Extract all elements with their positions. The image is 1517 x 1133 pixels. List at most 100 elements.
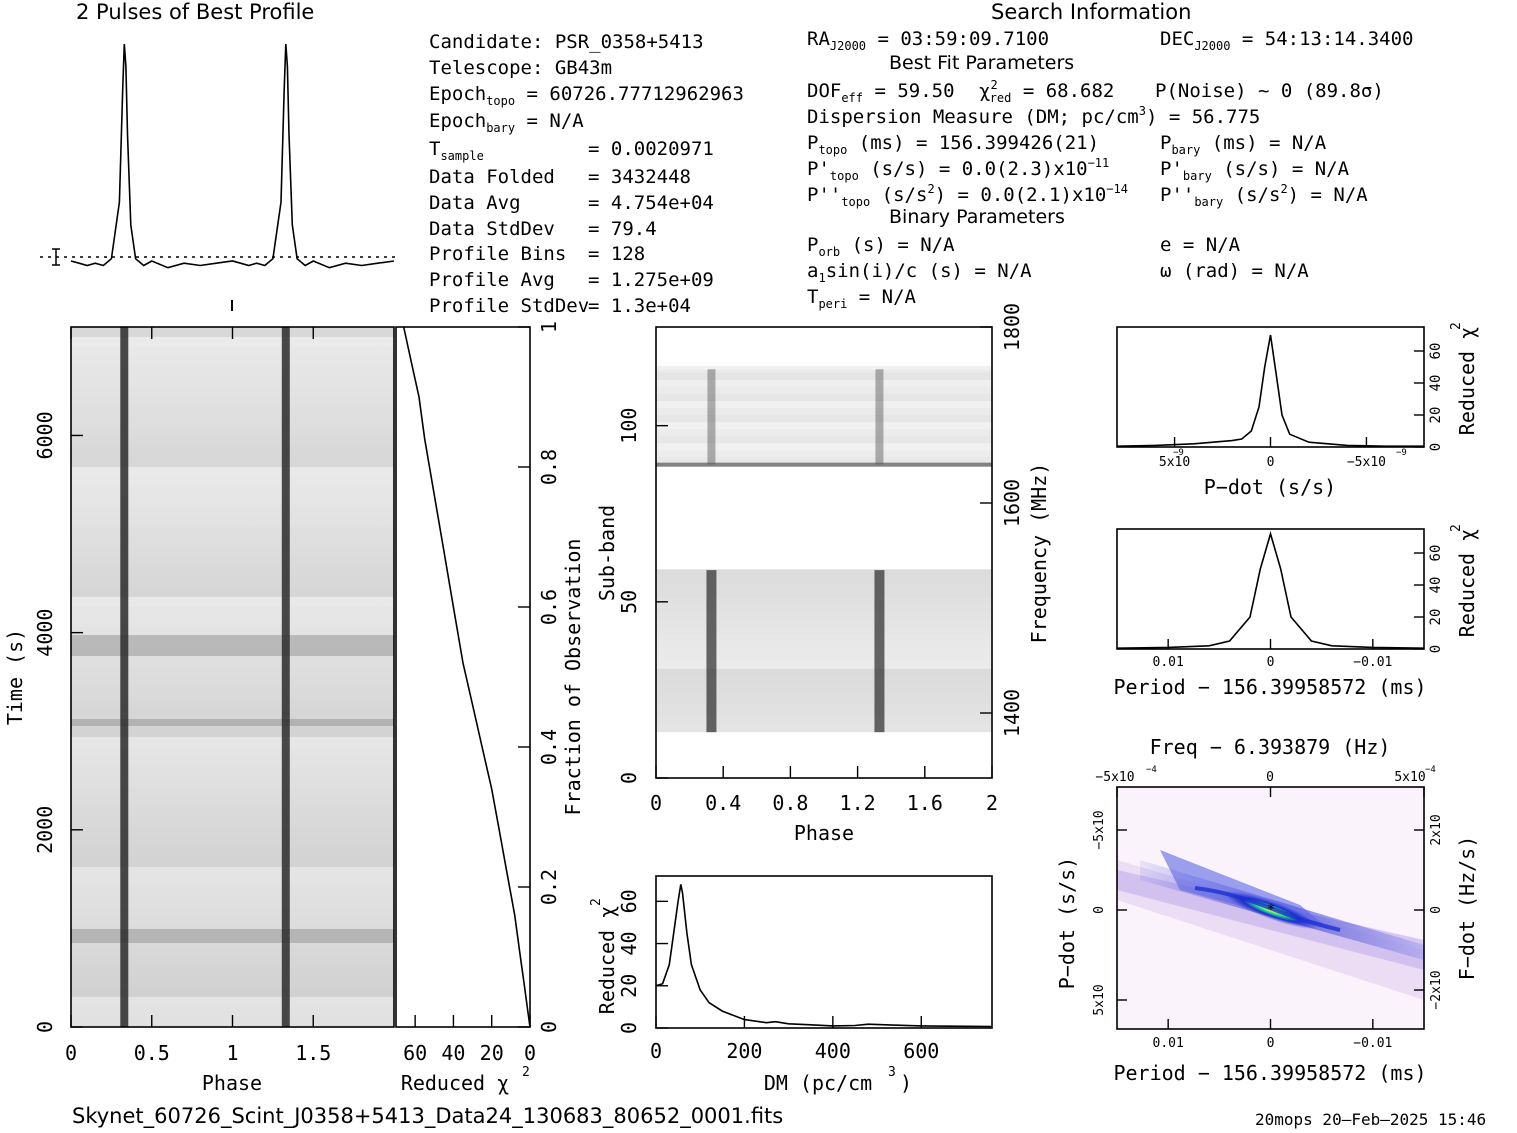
pdot-period-top-tick-1: 0 [1266,770,1274,785]
profile-avg-row: Profile Avg = 1.275e+09 [429,268,744,294]
time-phase-panel [70,326,395,1028]
chi-dm-xtick-2: 400 [815,1039,851,1063]
time-phase-xtick-3: 1.5 [295,1041,331,1065]
chi-pdot-ylabel-right: Reduced χ [1455,327,1479,435]
chi-period-curve [1116,530,1425,649]
pdtopo-row: P'topo (s/s) = 0.0(2.3)x10−11 [807,156,1110,183]
data-folded-value: = 3432448 [588,165,691,188]
chi-pdot-xtick-2: −5x10 [1347,455,1386,470]
time-phase-ytick-3: 6000 [33,411,57,459]
profile-avg-value: = 1.275e+09 [588,269,714,292]
chi-period-panel [1116,528,1425,650]
dec-row: DECJ2000 = 54:13:14.3400 [1160,28,1414,53]
subband-xtick-3: 1.2 [840,791,876,815]
subband-xtick-1: 0.4 [705,791,741,815]
pdot-period-right-tick-1: 0 [1429,906,1444,914]
subband-pulse-upper-1 [875,369,884,465]
chi-row: χ2red = 68.682 [979,78,1115,105]
chi-dm-ytick-1: 20 [617,974,641,998]
ra-row: RAJ2000 = 03:59:09.7100 [807,28,1050,53]
chi-dm-ytick-2: 40 [617,932,641,956]
chi-period-ytick-0: 0 [1428,645,1444,653]
footer-stamp: 20mops 20–Feb–2025 15:46 [1255,1110,1487,1129]
pbary-row: Pbary (ms) = N/A [1160,132,1327,157]
chi-dm-frame [655,875,993,1029]
subband-ticks [655,326,993,779]
subband-ytick-1: 50 [617,590,641,614]
chi-dm-panel [655,875,993,1029]
chi-dm-ytick-0: 0 [617,1022,641,1034]
subband-pulse-lower-0 [706,570,717,733]
chi-dm-xlabel: DM (pc/cm [764,1071,872,1095]
pdot-period-top-exp-0: −4 [1146,765,1157,775]
subband-freq-tick-1: 1600 [1000,479,1024,527]
chi-time-xtick-3: 0 [524,1041,536,1065]
chi-time-ylabel-right: Fraction of Observation [561,539,585,816]
pnoise-row: P(Noise) ~ 0 (89.8σ) [1155,80,1384,102]
chi-pdot-curve [1116,334,1424,447]
chi-time-xtick-2: 20 [480,1041,504,1065]
epoch-topo-value: = 60726.77712962963 [515,82,744,105]
subband-xtick-2: 0.8 [772,791,808,815]
chi-period-xtick-2: −0.01 [1353,655,1392,670]
subband-panel [655,326,993,779]
pdot-period-top-tick-2: 5x10 [1394,770,1425,785]
pdot-period-ylabel: P−dot (s/s) [1055,857,1079,989]
tsample-sub: sample [440,149,484,164]
chi-dm-ticks [655,900,922,1029]
dm-row: Dispersion Measure (DM; pc/cm3) = 56.775 [807,104,1261,128]
data-avg-row: Data Avg = 4.754e+04 [429,191,744,217]
pdot-period-ytick-1: 0 [1092,906,1107,914]
time-phase-xlabel: Phase [202,1071,262,1095]
epoch-bary-value: = N/A [515,110,584,133]
pdot-period-xtick-2: −0.01 [1353,1036,1392,1051]
chi-dm-xtick-1: 200 [726,1039,762,1063]
filename: Skynet_60726_Scint_J0358+5413_Data24_130… [72,1104,784,1128]
profile-errorbar [52,248,60,266]
tsample-label: T [429,138,441,161]
chi-dm-curve [655,884,993,1028]
chi-time-ytick-2: 0.4 [537,729,561,765]
best-fit-marker: * [1267,902,1275,918]
time-phase-ytick-1: 2000 [33,806,57,854]
chi-time-frame [395,326,531,1028]
chi-dm-xlabel-end: ) [900,1071,912,1095]
search-info-title: Search Information [991,0,1192,24]
e-row: e = N/A [1160,234,1241,256]
time-phase-pulse-0 [120,327,129,1027]
pddbary-row: P''bary (s/s2) = N/A [1160,182,1368,209]
chi-pdot-panel [1116,326,1425,448]
chi-period-ytick-2: 40 [1428,577,1444,594]
time-phase-ticks [70,327,314,1028]
chi-pdot-ytick-3: 60 [1428,343,1444,360]
pdot-period-ticks [1116,787,1425,1029]
time-phase-rows [71,327,394,1027]
chi-time-xtick-1: 40 [441,1041,465,1065]
pdot-period-xtick-1: 0 [1267,1036,1275,1051]
data-stddev-row: Data StdDev = 79.4 [429,217,744,243]
data-stddev-label: Data StdDev [429,217,555,240]
pdot-period-panel: * [1116,786,1425,1030]
profile-avg-label: Profile Avg [429,269,555,292]
pdbary-row: P'bary (s/s) = N/A [1160,158,1350,183]
profile-bins-value: = 128 [588,243,646,266]
time-phase-ylabel: Time (s) [3,629,27,725]
epoch-bary-label: Epoch [429,110,487,133]
telescope-text: Telescope: GB43m [429,56,613,79]
chi-time-ytick-1: 0.2 [537,869,561,905]
tperi-row: Tperi = N/A [807,286,916,311]
chi-pdot-ylabel-sup: 2 [1449,322,1464,330]
chi-pdot-ytick-0: 0 [1428,443,1444,451]
data-avg-value: = 4.754e+04 [588,191,714,214]
chi-period-xlabel: Period − 156.39958572 (ms) [1113,675,1426,699]
profile-bins-row: Profile Bins = 128 [429,242,744,268]
subband-pulse-upper-0 [707,369,716,465]
tsample-row: Tsample = 0.0020971 [429,137,744,165]
pdot-period-top-tick-0: −5x10 [1095,770,1134,785]
chi-time-ytick-4: 0.8 [537,449,561,485]
pdot-period-ylabel-right: F−dot (Hz/s) [1455,836,1479,981]
subband-ytick-0: 0 [617,772,641,784]
time-phase-pulse-1 [281,327,290,1027]
epoch-bary-sub: bary [486,121,516,136]
epoch-topo-row: Epochtopo = 60726.77712962963 [429,82,744,110]
